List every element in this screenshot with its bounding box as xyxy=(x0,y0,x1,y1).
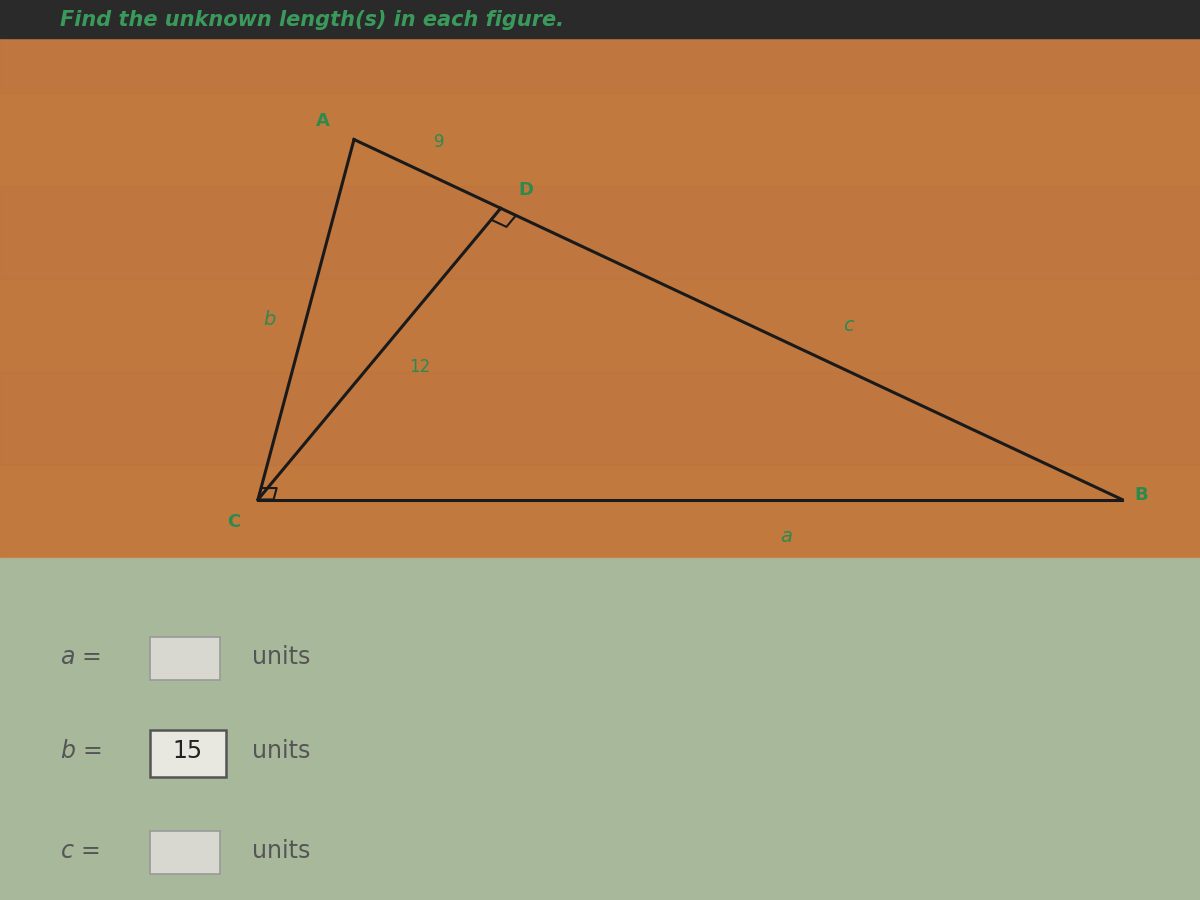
Bar xyxy=(150,730,226,777)
Text: b: b xyxy=(264,310,276,329)
Text: c: c xyxy=(844,317,854,336)
Text: a: a xyxy=(780,526,792,545)
Bar xyxy=(0,0,1200,558)
Bar xyxy=(0,0,1200,38)
Text: C: C xyxy=(227,513,240,531)
Bar xyxy=(0,0,1200,93)
Text: $b$ =: $b$ = xyxy=(60,740,102,763)
Text: units: units xyxy=(252,645,311,669)
Text: $a$ =: $a$ = xyxy=(60,645,101,669)
Text: A: A xyxy=(316,112,330,130)
Text: units: units xyxy=(252,740,311,763)
Text: D: D xyxy=(518,181,534,199)
Text: units: units xyxy=(252,839,311,862)
Bar xyxy=(0,465,1200,558)
Bar xyxy=(0,93,1200,186)
Bar xyxy=(150,831,220,874)
Text: 9: 9 xyxy=(433,133,444,151)
Text: B: B xyxy=(1134,486,1147,504)
Bar xyxy=(0,186,1200,279)
Bar xyxy=(0,279,1200,372)
Text: Find the unknown length(s) in each figure.: Find the unknown length(s) in each figur… xyxy=(60,10,564,30)
Text: $c$ =: $c$ = xyxy=(60,839,100,862)
Bar xyxy=(150,637,220,680)
Text: 15: 15 xyxy=(172,740,203,763)
Bar xyxy=(0,372,1200,465)
Bar xyxy=(0,558,1200,900)
Text: 12: 12 xyxy=(409,358,431,376)
